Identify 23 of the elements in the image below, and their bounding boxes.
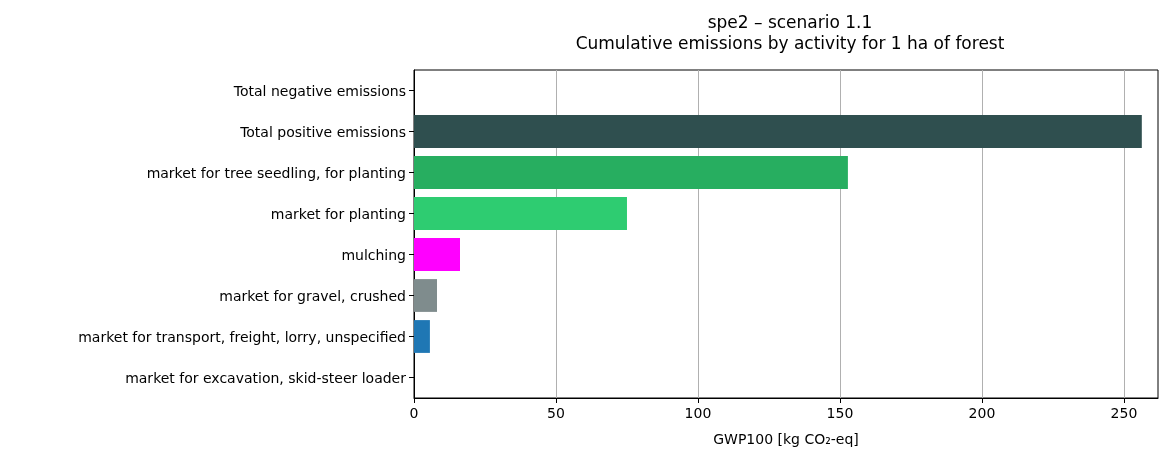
x-tick-label: 50 xyxy=(547,405,565,421)
chart-subtitle: Cumulative emissions by activity for 1 ha of forest xyxy=(575,32,1005,53)
y-tick-label: Total negative emissions xyxy=(232,82,406,99)
bar xyxy=(414,197,627,230)
x-tick-label: 250 xyxy=(1110,405,1138,421)
y-tick-label: market for planting xyxy=(270,205,406,222)
chart-title: spe2 – scenario 1.1 xyxy=(707,11,873,32)
x-tick-label: 200 xyxy=(968,405,996,421)
y-tick-label: Total positive emissions xyxy=(239,123,406,140)
y-tick-label: market for excavation, skid-steer loader xyxy=(125,369,407,386)
bar xyxy=(414,320,430,353)
bar xyxy=(414,115,1142,148)
x-tick-label: 0 xyxy=(409,405,419,421)
bar xyxy=(414,238,460,271)
bar xyxy=(414,279,437,312)
x-axis-title: GWP100 [kg CO₂-eq] xyxy=(713,431,859,447)
bar xyxy=(414,156,848,189)
x-tick-label: 150 xyxy=(826,405,854,421)
y-tick-label: market for gravel, crushed xyxy=(219,287,406,304)
y-tick-label: market for tree seedling, for planting xyxy=(146,164,406,181)
y-tick-label: mulching xyxy=(341,246,406,263)
x-tick-label: 100 xyxy=(684,405,712,421)
y-tick-label: market for transport, freight, lorry, unspecified xyxy=(78,328,406,345)
